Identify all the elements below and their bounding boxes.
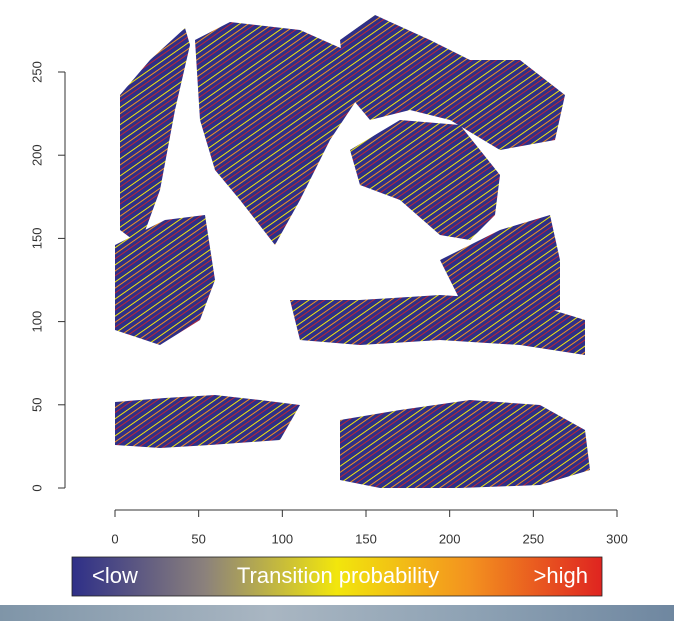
x-tick-label: 250 [522, 531, 544, 546]
x-tick-label: 300 [606, 531, 628, 546]
colorbar-title: Transition probability [237, 563, 439, 588]
region [350, 120, 500, 240]
x-tick-label: 150 [355, 531, 377, 546]
y-tick-label: 50 [29, 398, 44, 412]
region [120, 28, 190, 245]
x-tick-label: 50 [191, 531, 205, 546]
y-tick-label: 200 [29, 144, 44, 166]
y-tick-label: 100 [29, 311, 44, 333]
colorbar-high-label: >high [534, 563, 588, 588]
colorbar-low-label: <low [92, 563, 138, 588]
x-tick-label: 200 [439, 531, 461, 546]
transition-regions [115, 15, 590, 488]
region [340, 400, 590, 488]
background-photo-strip [0, 605, 674, 621]
y-tick-label: 150 [29, 228, 44, 250]
region [195, 22, 360, 245]
chart: 0 50 100 150 200 250 300 0 50 100 150 200 250 <low T… [0, 0, 674, 621]
y-tick-label: 250 [29, 61, 44, 83]
y-tick-label: 0 [29, 484, 44, 491]
region [115, 395, 300, 448]
x-tick-label: 100 [271, 531, 293, 546]
x-tick-label: 0 [111, 531, 118, 546]
